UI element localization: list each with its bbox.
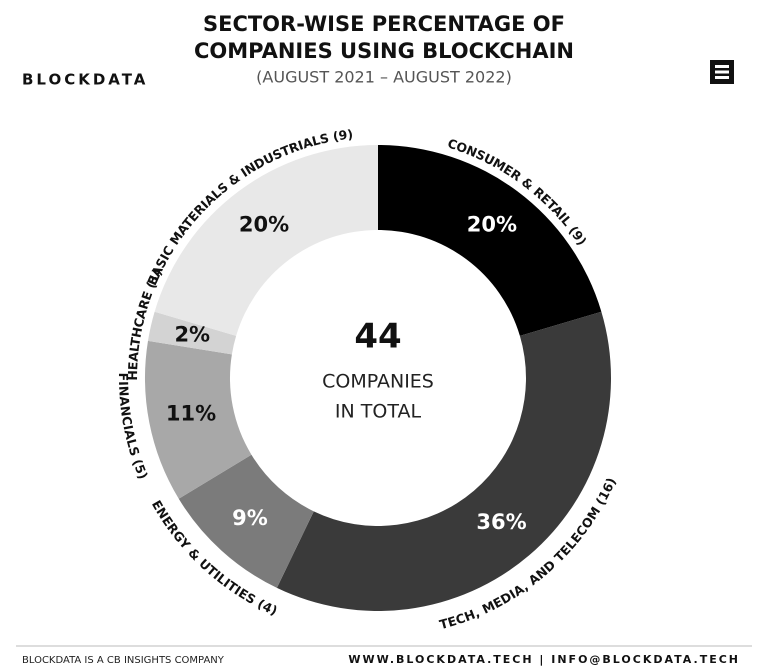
value-label: 9% [232, 506, 268, 530]
brand: BLOCKDATA [22, 71, 148, 89]
chart-subtitle: (AUGUST 2021 – AUGUST 2022) [256, 68, 512, 87]
value-label: 2% [174, 323, 210, 347]
logo-icon [710, 60, 734, 84]
donut-segment [154, 145, 378, 336]
center-text: IN TOTAL [335, 401, 422, 423]
chart-title: COMPANIES USING BLOCKCHAIN [194, 39, 574, 63]
value-label: 36% [476, 510, 526, 534]
donut-segment [178, 454, 314, 588]
chart-title: SECTOR-WISE PERCENTAGE OF [203, 12, 565, 36]
donut-segment [147, 311, 237, 355]
donut-segment [145, 340, 252, 499]
center-text: COMPANIES [322, 371, 434, 393]
center-value: 44 [354, 317, 401, 357]
footer-right: WWW.BLOCKDATA.TECH | INFO@BLOCKDATA.TECH [348, 653, 740, 666]
footer-left: BLOCKDATA IS A CB INSIGHTS COMPANY [22, 655, 225, 666]
value-label: 20% [239, 212, 289, 236]
donut-segment [276, 311, 611, 611]
value-label: 11% [166, 401, 216, 425]
value-label: 20% [467, 212, 517, 236]
donut-segment [378, 145, 602, 336]
